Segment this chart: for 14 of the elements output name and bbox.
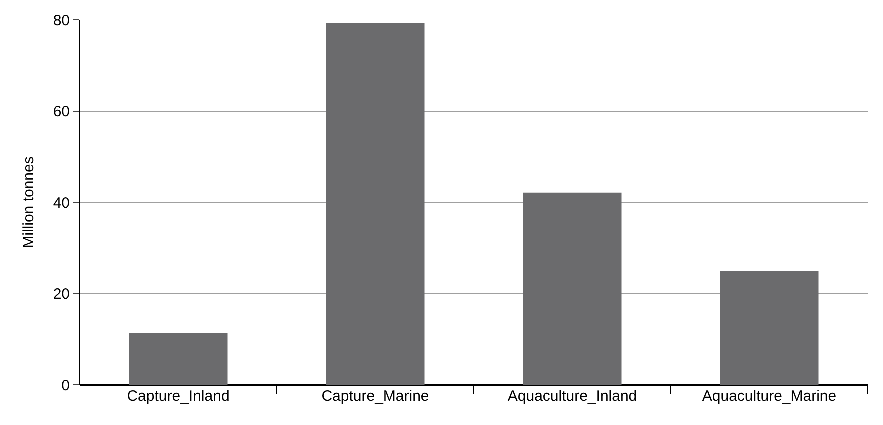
y-tick-label: 60 [53,104,70,120]
y-tick-label: 20 [53,286,70,303]
x-tick-label: Aquaculture_Marine [702,388,837,405]
y-tick-label: 0 [62,377,70,394]
x-tick-label: Capture_Inland [127,388,230,405]
bar [129,333,228,385]
x-tick-label: Aquaculture_Inland [508,388,638,405]
y-tick-label: 80 [53,12,70,30]
bar [523,192,622,385]
y-axis-title: Million tonnes [20,156,38,248]
y-tick-label: 40 [53,194,70,212]
bar [720,271,819,385]
x-tick-label: Capture_Marine [322,388,430,405]
bar [326,23,425,385]
